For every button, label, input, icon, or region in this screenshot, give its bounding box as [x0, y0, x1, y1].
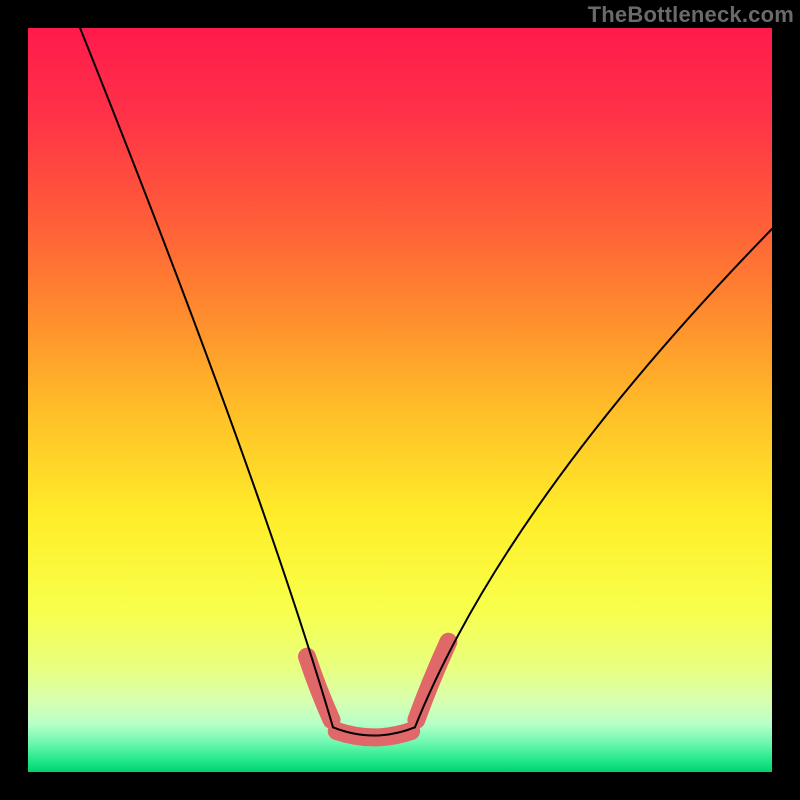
- chart-svg: [28, 28, 772, 772]
- gradient-background: [28, 28, 772, 772]
- watermark-text: TheBottleneck.com: [588, 2, 794, 28]
- plot-area: [28, 28, 772, 772]
- outer-frame: TheBottleneck.com: [0, 0, 800, 800]
